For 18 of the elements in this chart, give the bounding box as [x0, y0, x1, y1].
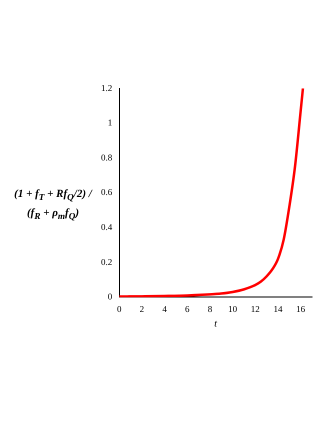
- x-tick-label: 2: [140, 304, 144, 314]
- x-tick-label: 0: [117, 304, 122, 314]
- y-tick-label: 0.8: [101, 152, 113, 162]
- x-tick-label: 4: [162, 304, 168, 314]
- y-tick-label: 1.2: [101, 82, 112, 93]
- y-tick-label: 0: [108, 292, 113, 302]
- x-axis-title: t: [214, 318, 218, 330]
- text: (1 + f$_{T}$ + Rf$_{Q}$/2) / (f$_{R}$ + ρ$_{m}$f$_{Q}$): [14, 188, 92, 222]
- x-tick-label: 12: [250, 304, 260, 314]
- x-tick-label: 10: [228, 304, 238, 314]
- x-tick-label: 6: [185, 304, 190, 314]
- y-tick-label: 0.6: [101, 187, 113, 198]
- x-tick-label: 8: [208, 304, 213, 314]
- y-tick-label: 0.4: [101, 222, 113, 232]
- x-tick-label: 14: [273, 304, 283, 314]
- x-tick-label: 16: [296, 304, 306, 314]
- y-tick-label: 1: [108, 118, 112, 128]
- y-tick-label: 0.2: [101, 256, 112, 267]
